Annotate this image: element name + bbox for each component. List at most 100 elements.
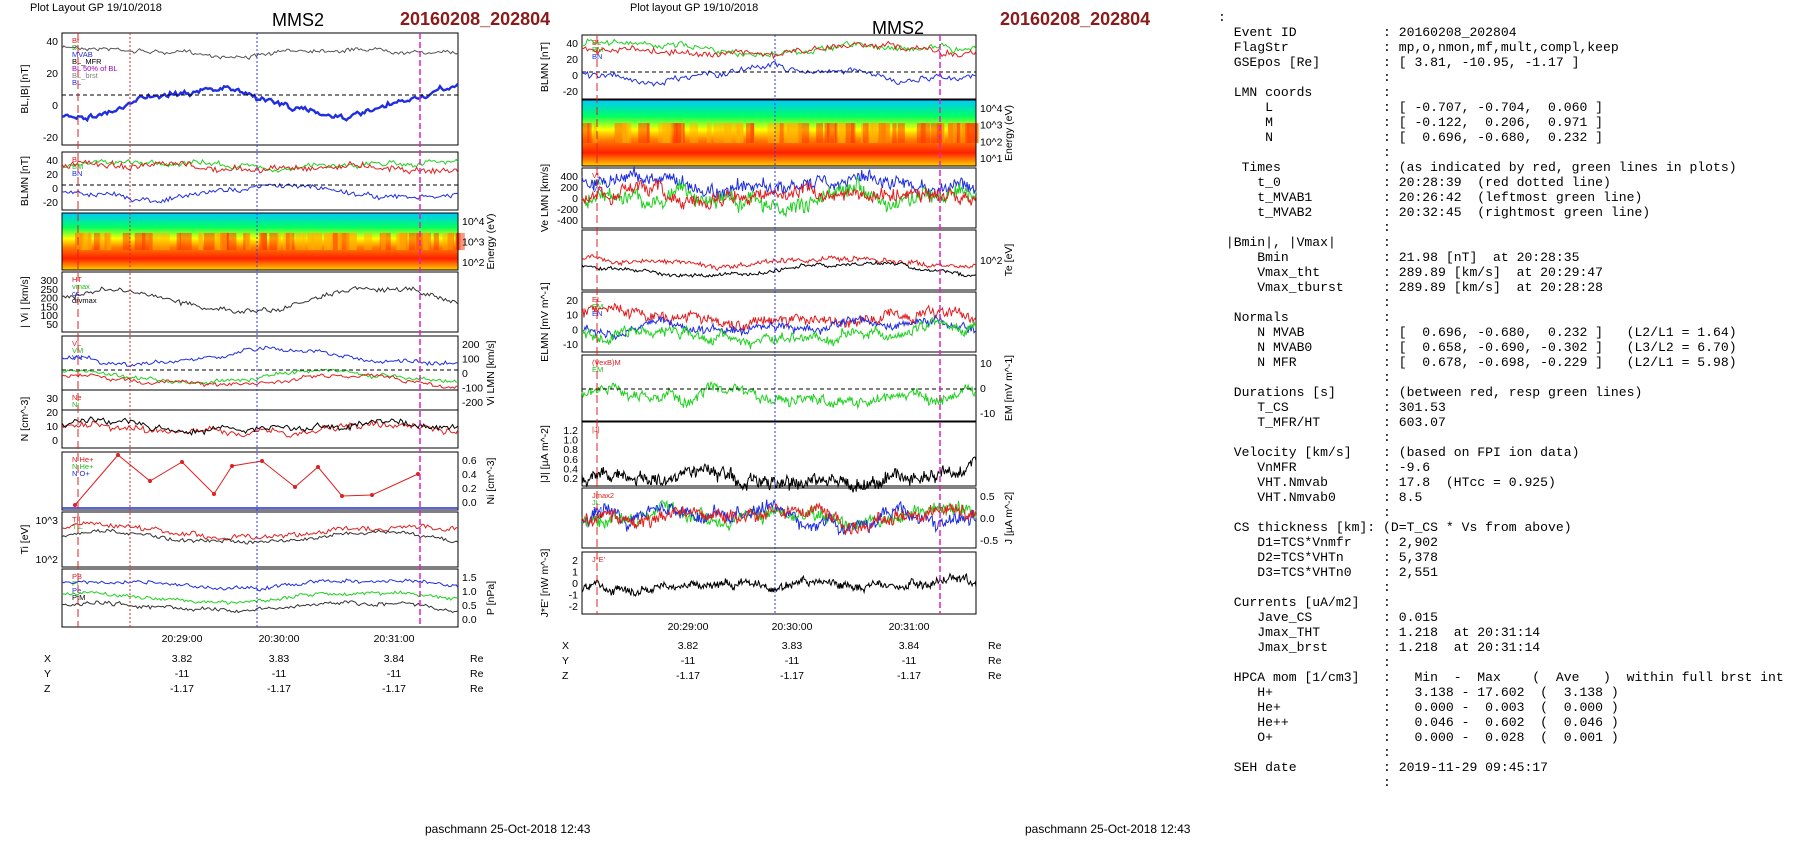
left-panel-legend-entry: vmax [72, 282, 90, 291]
left-panel-tick-label: -100 [462, 383, 483, 395]
spectrogram-streak [745, 123, 754, 143]
middle-panel-tick-label: 10^3 [980, 120, 1003, 132]
left-coord-value: -11 [272, 668, 287, 680]
info-line: D1=TCS*Vnmfr : 2,902 [1218, 535, 1439, 550]
left-panel-legend-entry: Ne [72, 393, 82, 402]
left-ne-trace [61, 419, 459, 438]
info-line: : [1218, 430, 1391, 445]
spectrogram-streak [834, 123, 838, 143]
middle-panel-axis-label: Energy (eV) [1003, 105, 1015, 161]
left-time-tick: 20:30:00 [259, 633, 300, 645]
info-line: CS thickness [km]: (D=T_CS * Vs from abo… [1218, 520, 1572, 535]
middle-panel-tick-label: 0 [572, 324, 578, 336]
middle-panel-frame [581, 34, 977, 100]
left-bl-trace [61, 159, 459, 175]
left-panel-tick-label: 1.0 [462, 586, 477, 598]
left-vl-trace [61, 345, 459, 368]
middle-panel-tick-label: 0 [572, 193, 578, 205]
spectrogram-streak [433, 232, 439, 251]
left-panel-legend-entry: PB [72, 572, 82, 581]
left-panel-tick-label: 1.5 [462, 572, 477, 584]
left-plot-spacecraft: MMS2 [272, 10, 325, 30]
left-panel-tick-label: 20 [46, 407, 58, 419]
info-line: N : [ 0.696, -0.680, 0.232 ] [1218, 130, 1604, 145]
info-line: L : [ -0.707, -0.704, 0.060 ] [1218, 100, 1604, 115]
middle-panel-tick-label: 200 [560, 182, 578, 194]
middle-panel-axis-label: J*E' [nW m^-3] [539, 549, 551, 618]
spectrogram-streak [646, 123, 650, 143]
middle-jl-trace [581, 502, 977, 536]
spectrogram-streak [416, 232, 428, 251]
middle-panel-legend-entry: EM [592, 365, 603, 374]
left-panel-axis-label: Ni [cm^-3] [485, 457, 497, 504]
left-panel-tick-label: 0.6 [462, 455, 477, 467]
info-line: : [1218, 145, 1391, 160]
spectrogram-streak [957, 123, 961, 143]
middle-panel-tick-label: 1 [572, 567, 578, 579]
middle-panel-tick-label: 0 [572, 70, 578, 82]
info-line: Jmax_THT : 1.218 at 20:31:14 [1218, 625, 1541, 640]
left-panel-tick-label: 250 [40, 284, 58, 296]
left-panel-axis-label: | Vi | [km/s] [19, 276, 31, 327]
spectrogram-streak [122, 232, 131, 251]
middle-bn-trace [581, 61, 977, 87]
middle-bl-trace [581, 40, 977, 60]
spectrogram-streak [75, 232, 83, 251]
middle-coord-value: -11 [902, 655, 917, 667]
info-line: Jmax_brst : 1.218 at 20:31:14 [1218, 640, 1541, 655]
left-panel-tick-label: -200 [462, 397, 483, 409]
left-coord-value: 3.84 [384, 653, 405, 665]
spectrogram-streak [216, 232, 227, 251]
left-panel-tick-label: 0.5 [462, 600, 477, 612]
left-he-point [260, 459, 264, 463]
info-line: Vmax_tburst : 289.89 [km/s] at 20:28:28 [1218, 280, 1604, 295]
middle-panel-tick-label: -400 [557, 215, 578, 227]
spectrogram-streak [587, 123, 592, 143]
spectrogram-streak [897, 123, 905, 143]
spectrogram-streak [947, 123, 957, 143]
spectrogram-streak [816, 123, 824, 143]
spectrogram-streak [269, 232, 279, 251]
left-panel-legend-entry: BL [72, 78, 81, 87]
left-panel-legend-entry: Ni [72, 400, 79, 409]
middle-coord-label: X [562, 640, 569, 652]
left-he-point [340, 494, 344, 498]
middle-bm-trace [581, 38, 977, 58]
middle-panel-axis-label: ELMN [mV m^-1] [539, 282, 551, 362]
info-line: He++ : 0.046 - 0.602 ( 0.046 ) [1218, 715, 1619, 730]
spectrogram-streak [593, 123, 597, 143]
info-line: : [1218, 295, 1391, 310]
left-coord-value: 3.83 [269, 653, 290, 665]
info-line: Times : (as indicated by red, green line… [1218, 160, 1737, 175]
spectrogram-streak [892, 123, 897, 143]
spectrogram-streak [295, 232, 304, 251]
info-line: N MVAB : [ 0.696, -0.680, 0.232 ] (L2/L1… [1218, 325, 1737, 340]
spectrogram-streak [624, 123, 629, 143]
middle-panel-tick-label: 0 [980, 383, 986, 395]
left-coord-value: -11 [387, 668, 402, 680]
left-panel-legend-entry: Bt [72, 36, 80, 45]
left-panel-tick-label: 40 [46, 155, 58, 167]
spectrogram-streak [681, 123, 684, 143]
left-bl-trace [61, 82, 459, 123]
spectrogram-streak [176, 232, 181, 251]
left-panel-tick-label: 0.0 [462, 614, 477, 626]
middle-panel-tick-label: 0.6 [563, 454, 578, 466]
middle-coord-unit: Re [988, 640, 1002, 652]
left-time-tick: 20:31:00 [374, 633, 415, 645]
spectrogram-streak [824, 123, 837, 143]
left-panel-tick-label: 0 [462, 368, 468, 380]
info-line: O+ : 0.000 - 0.028 ( 0.001 ) [1218, 730, 1619, 745]
middle-panel-tick-label: 0.0 [980, 513, 995, 525]
spectrogram-streak [442, 232, 454, 251]
middle-panel-axis-label: EM [mV m^-1] [1003, 355, 1015, 421]
middle-plot-event-id: 20160208_202804 [1000, 9, 1151, 29]
spectrogram-streak [159, 232, 164, 251]
spectrogram-streak [289, 232, 292, 251]
middle-vn-trace [581, 177, 977, 211]
info-line: T_MFR/HT : 603.07 [1218, 415, 1446, 430]
left-panel-axis-label: Ti [eV] [19, 524, 31, 554]
info-line: D2=TCS*VHTn : 5,378 [1218, 550, 1439, 565]
spectrogram-streak [93, 232, 101, 251]
left-panel-frame [61, 212, 459, 271]
